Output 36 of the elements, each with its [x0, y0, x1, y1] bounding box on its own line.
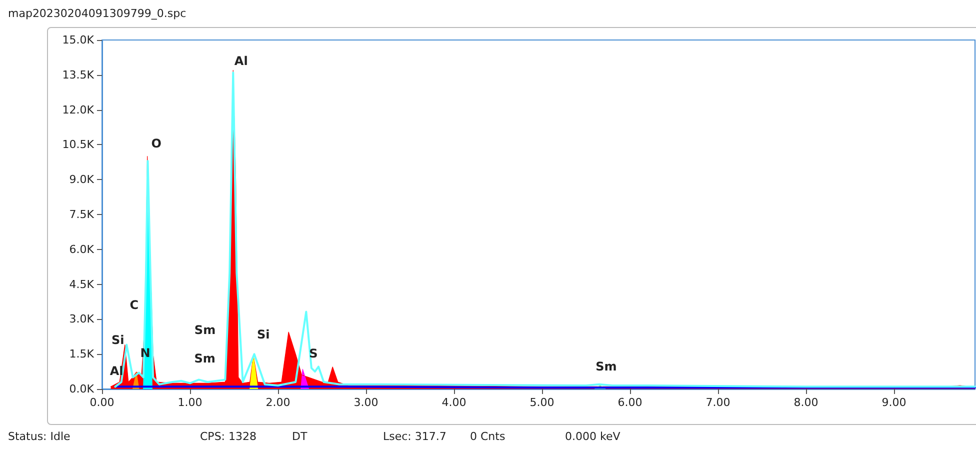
x-tick-label: 1.00: [178, 396, 202, 409]
text: CPS: 1328: [200, 430, 256, 443]
y-tick-label: 12.0K: [62, 103, 95, 116]
x-tick-label: 2.00: [266, 396, 290, 409]
chart-title: map20230204091309799_0.spc: [8, 7, 186, 20]
y-tick-label: 4.5K: [69, 278, 95, 291]
y-tick-label: 0.0K: [69, 382, 95, 396]
annotation: C: [130, 298, 139, 312]
x-tick-label: 6.00: [618, 396, 642, 409]
x-tick-label: 9.00: [882, 396, 906, 409]
text: Lsec: 317.7: [383, 430, 446, 443]
x-tick-label: 4.00: [442, 396, 466, 409]
annotation: Al: [234, 54, 248, 68]
text: DT: [292, 430, 308, 443]
y-tick-label: 7.5K: [69, 208, 95, 221]
y-tick-label: 9.0K: [69, 173, 95, 186]
y-tick-label: 6.0K: [69, 242, 95, 256]
text: 0 Cnts: [470, 430, 506, 443]
annotation: O: [151, 136, 162, 150]
annotation: Sm: [596, 359, 617, 374]
x-tick-label: 7.00: [706, 396, 730, 409]
annotation: Sm: [194, 323, 216, 337]
x-tick-label: 5.00: [530, 396, 554, 409]
x-tick-label: 8.00: [794, 396, 818, 409]
y-tick-label: 3.0K: [69, 312, 95, 326]
annotation: Si: [256, 327, 270, 342]
y-tick-label: 1.5K: [69, 348, 95, 361]
text: 0.000 keV: [565, 430, 621, 443]
x-tick-label: 0.00: [90, 396, 114, 409]
y-tick-label: 15.0K: [62, 34, 95, 46]
annotation: Sm: [194, 352, 216, 366]
annotation: Si: [112, 332, 124, 347]
y-tick-label: 10.5K: [62, 138, 95, 152]
x-tick-label: 3.00: [354, 396, 378, 409]
text: Status: Idle: [8, 430, 71, 443]
y-tick-label: 13.5K: [62, 68, 95, 82]
